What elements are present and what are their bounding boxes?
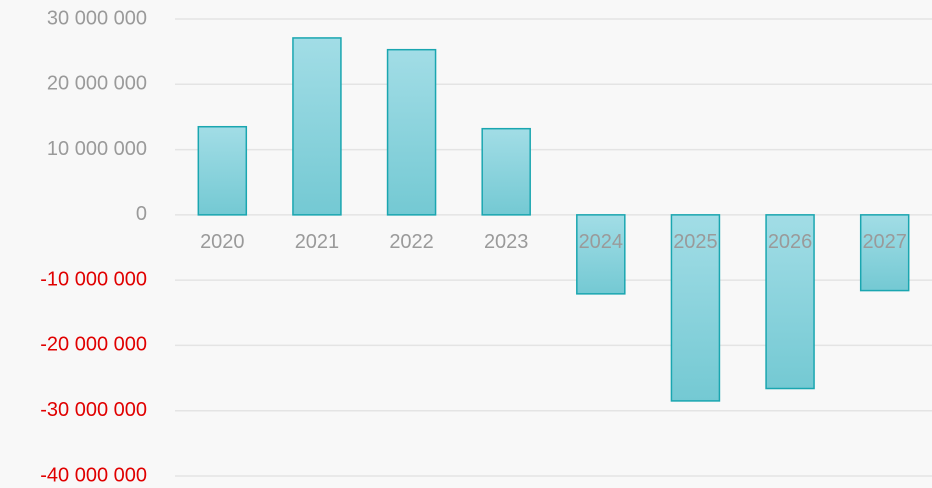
y-tick-label: 20 000 000 xyxy=(47,73,147,95)
bar xyxy=(765,214,815,390)
x-tick-label: 2025 xyxy=(673,231,718,253)
y-tick-label: -20 000 000 xyxy=(40,334,147,356)
bar xyxy=(481,127,531,216)
y-tick-label: -10 000 000 xyxy=(40,268,147,290)
x-tick-label: 2021 xyxy=(295,231,340,253)
bar xyxy=(292,37,342,216)
y-tick-label: -40 000 000 xyxy=(40,464,147,486)
bar xyxy=(197,125,248,216)
y-tick-label: 30 000 000 xyxy=(47,7,147,29)
y-tick-label: 0 xyxy=(136,203,147,225)
x-tick-label: 2026 xyxy=(768,231,813,253)
x-tick-label: 2024 xyxy=(579,231,624,253)
y-tick-label: 10 000 000 xyxy=(47,138,147,160)
bar xyxy=(670,214,721,402)
bar xyxy=(859,214,910,292)
x-tick-label: 2022 xyxy=(389,231,434,253)
x-tick-label: 2020 xyxy=(200,231,245,253)
x-tick-label: 2023 xyxy=(484,231,529,253)
x-tick-label: 2027 xyxy=(862,231,907,253)
bar xyxy=(576,214,626,295)
bar xyxy=(386,48,437,216)
y-tick-label: -30 000 000 xyxy=(40,399,147,421)
